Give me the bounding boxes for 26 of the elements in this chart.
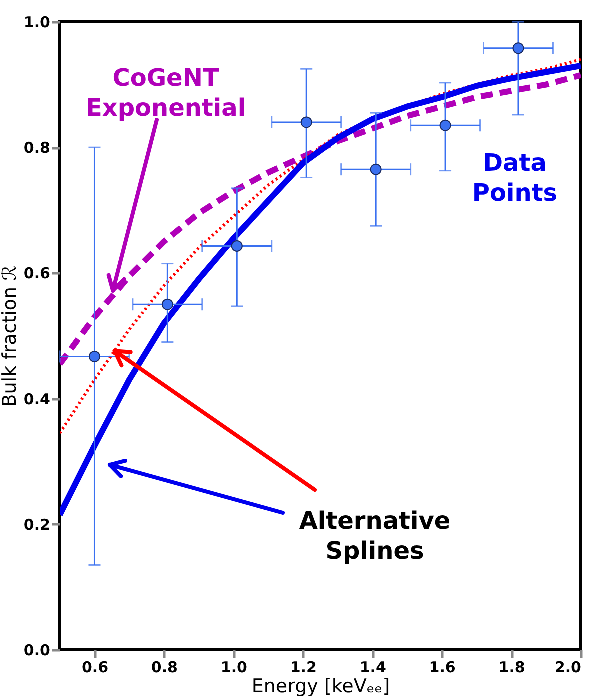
line-series <box>60 58 581 435</box>
x-tick-label: 1.8 <box>498 658 526 676</box>
y-tick-label: 0.6 <box>24 264 50 283</box>
point <box>370 164 382 176</box>
point <box>162 298 174 310</box>
x-tick-label: 0.6 <box>82 658 109 676</box>
annotation: CoGeNT Exponential <box>86 64 246 122</box>
annotation: Alternative Splines <box>299 507 451 565</box>
annotation: Data Points <box>472 149 558 207</box>
point <box>231 240 243 252</box>
point <box>440 120 452 132</box>
x-tick-label: 1.0 <box>220 658 248 676</box>
x-tick-label: 2.0 <box>554 658 582 676</box>
x-tick-label: 1.4 <box>360 658 386 676</box>
y-tick-label: 0.4 <box>24 390 50 408</box>
x-tick-label: 1.2 <box>290 658 317 676</box>
point <box>88 350 100 362</box>
y-axis-title: Bulk fraction ℛ <box>0 266 21 408</box>
y-tick-label: 1.0 <box>24 14 50 32</box>
x-tick-label: 0.8 <box>151 658 178 676</box>
x-tick-label: 1.6 <box>429 658 456 676</box>
point <box>300 116 312 128</box>
y-tick-label: 0.8 <box>24 139 50 158</box>
y-tick-label: 0.0 <box>24 642 50 660</box>
point <box>512 42 524 54</box>
y-tick-label: 0.2 <box>24 516 50 534</box>
